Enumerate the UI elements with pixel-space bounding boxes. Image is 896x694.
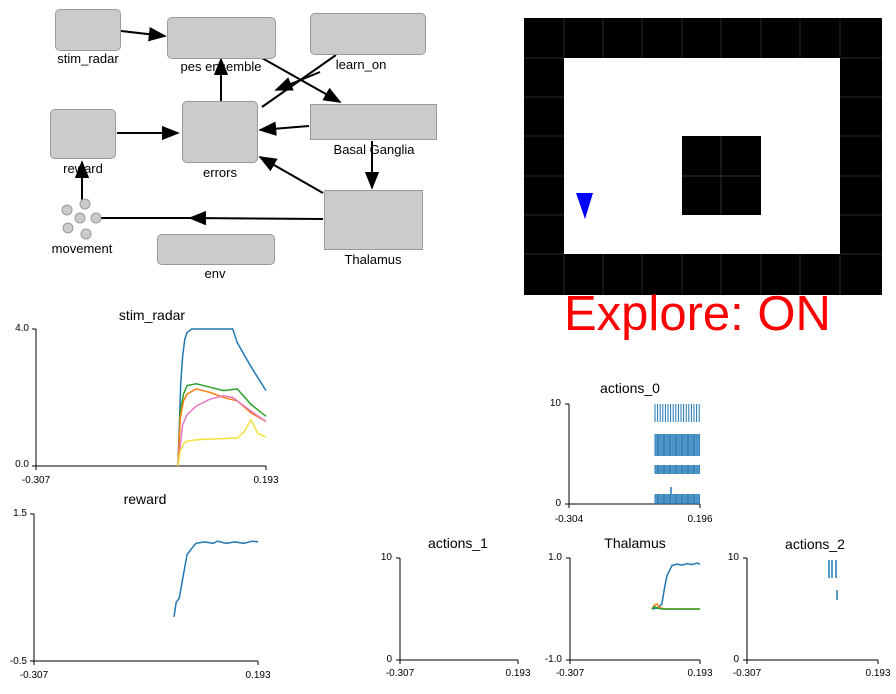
stim-radar-xmin: -0.307 <box>21 475 51 486</box>
node-label-movement: movement <box>51 241 113 256</box>
stim-radar-ymin: 0.0 <box>15 459 29 470</box>
movement-dots-icon <box>61 198 102 240</box>
node-label-thalamus: Thalamus <box>344 252 402 267</box>
thalamus-xmax: 0.193 <box>687 668 713 679</box>
reward-ymin: -0.5 <box>9 656 27 667</box>
environment-grid <box>524 18 882 295</box>
actions-0-ymin: 0 <box>555 498 561 509</box>
node-stim-radar[interactable] <box>55 9 121 51</box>
agent-icon <box>576 193 593 219</box>
node-label-pes-ensemble: pes ensemble <box>180 59 262 74</box>
node-thalamus[interactable] <box>324 190 423 250</box>
plot-title-reward: reward <box>123 491 167 507</box>
stim-radar-series-1 <box>177 383 267 467</box>
stim-radar-series-0 <box>177 328 267 467</box>
actions-1-ymax: 10 <box>380 552 392 563</box>
actions-2-xmax: 0.193 <box>865 668 891 679</box>
thalamus-ymax: 1.0 <box>548 552 562 563</box>
node-label-learn-on: learn_on <box>335 57 387 72</box>
stim-radar-series-4 <box>177 418 267 467</box>
actions-2-ymin: 0 <box>733 654 739 665</box>
stim-radar-series-3 <box>177 395 267 467</box>
actions-0-xmax: 0.196 <box>687 514 713 525</box>
node-errors[interactable] <box>182 101 258 163</box>
actions-1-ymin: 0 <box>386 654 392 665</box>
node-movement[interactable] <box>60 198 104 242</box>
plot-title-actions-1: actions_1 <box>428 535 488 551</box>
stim-radar-ymax: 4.0 <box>15 323 29 334</box>
thalamus-ymin: -1.0 <box>544 654 562 665</box>
plot-title-actions-2: actions_2 <box>785 536 845 552</box>
node-env[interactable] <box>157 234 275 265</box>
stim-radar-xmax: 0.193 <box>253 475 279 486</box>
reward-series-0 <box>173 540 259 618</box>
plot-title-stim-radar: stim_radar <box>118 307 186 323</box>
explore-status-text: Explore: ON <box>564 287 831 341</box>
actions-0-xmin: -0.304 <box>554 514 584 525</box>
actions-2-xmin: -0.307 <box>732 668 762 679</box>
actions-1-xmin: -0.307 <box>385 668 415 679</box>
stim-radar-series-2 <box>177 388 267 467</box>
node-label-reward: reward <box>63 161 103 176</box>
node-pes-ensemble[interactable] <box>167 17 276 59</box>
thalamus-xmin: -0.307 <box>555 668 585 679</box>
actions-1-xmax: 0.193 <box>505 668 531 679</box>
plot-title-actions-0: actions_0 <box>600 380 660 396</box>
node-label-basal-ganglia: Basal Ganglia <box>333 142 415 157</box>
actions-2-ymax: 10 <box>727 552 739 563</box>
actions-0-ymax: 10 <box>549 398 561 409</box>
reward-xmax: 0.193 <box>245 670 271 681</box>
node-label-stim-radar: stim_radar <box>57 51 119 66</box>
thalamus-series-2 <box>651 605 700 610</box>
reward-ymax: 1.5 <box>13 508 27 519</box>
environment-view <box>524 18 882 295</box>
thalamus-series-0 <box>651 562 701 610</box>
node-learn-on[interactable] <box>310 13 426 55</box>
node-reward[interactable] <box>50 109 116 159</box>
node-basal-ganglia[interactable] <box>310 104 437 140</box>
node-label-errors: errors <box>203 165 237 180</box>
node-label-env: env <box>204 266 226 281</box>
reward-xmin: -0.307 <box>19 670 49 681</box>
plot-title-thalamus: Thalamus <box>604 535 666 551</box>
